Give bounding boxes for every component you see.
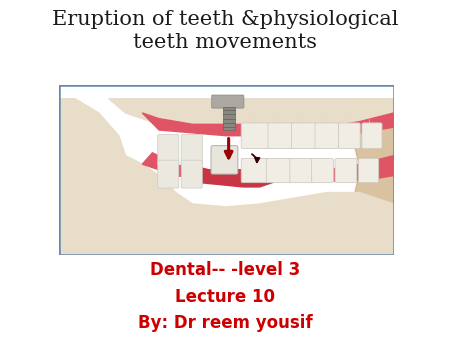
FancyBboxPatch shape <box>158 160 179 188</box>
FancyBboxPatch shape <box>362 123 382 148</box>
Polygon shape <box>343 99 394 241</box>
Text: Lecture 10: Lecture 10 <box>175 288 275 307</box>
FancyBboxPatch shape <box>315 123 338 148</box>
FancyBboxPatch shape <box>359 159 378 183</box>
Polygon shape <box>142 153 394 181</box>
FancyBboxPatch shape <box>158 135 179 165</box>
FancyBboxPatch shape <box>181 160 203 188</box>
FancyBboxPatch shape <box>211 146 238 174</box>
FancyBboxPatch shape <box>268 123 295 148</box>
Polygon shape <box>186 164 276 187</box>
FancyBboxPatch shape <box>338 123 360 148</box>
Polygon shape <box>58 136 394 255</box>
FancyBboxPatch shape <box>241 123 270 148</box>
Polygon shape <box>58 99 153 255</box>
FancyBboxPatch shape <box>181 135 203 165</box>
FancyBboxPatch shape <box>311 159 333 183</box>
FancyBboxPatch shape <box>223 107 234 130</box>
FancyBboxPatch shape <box>241 159 268 183</box>
FancyBboxPatch shape <box>266 159 292 183</box>
FancyBboxPatch shape <box>212 95 244 108</box>
Text: Dental-- -level 3: Dental-- -level 3 <box>150 261 300 280</box>
FancyBboxPatch shape <box>335 159 357 183</box>
Polygon shape <box>142 113 394 136</box>
Text: By: Dr reem yousif: By: Dr reem yousif <box>138 314 312 332</box>
FancyBboxPatch shape <box>290 159 313 183</box>
Text: Eruption of teeth &physiological
teeth movements: Eruption of teeth &physiological teeth m… <box>52 10 398 52</box>
Polygon shape <box>109 99 394 133</box>
FancyBboxPatch shape <box>292 123 317 148</box>
